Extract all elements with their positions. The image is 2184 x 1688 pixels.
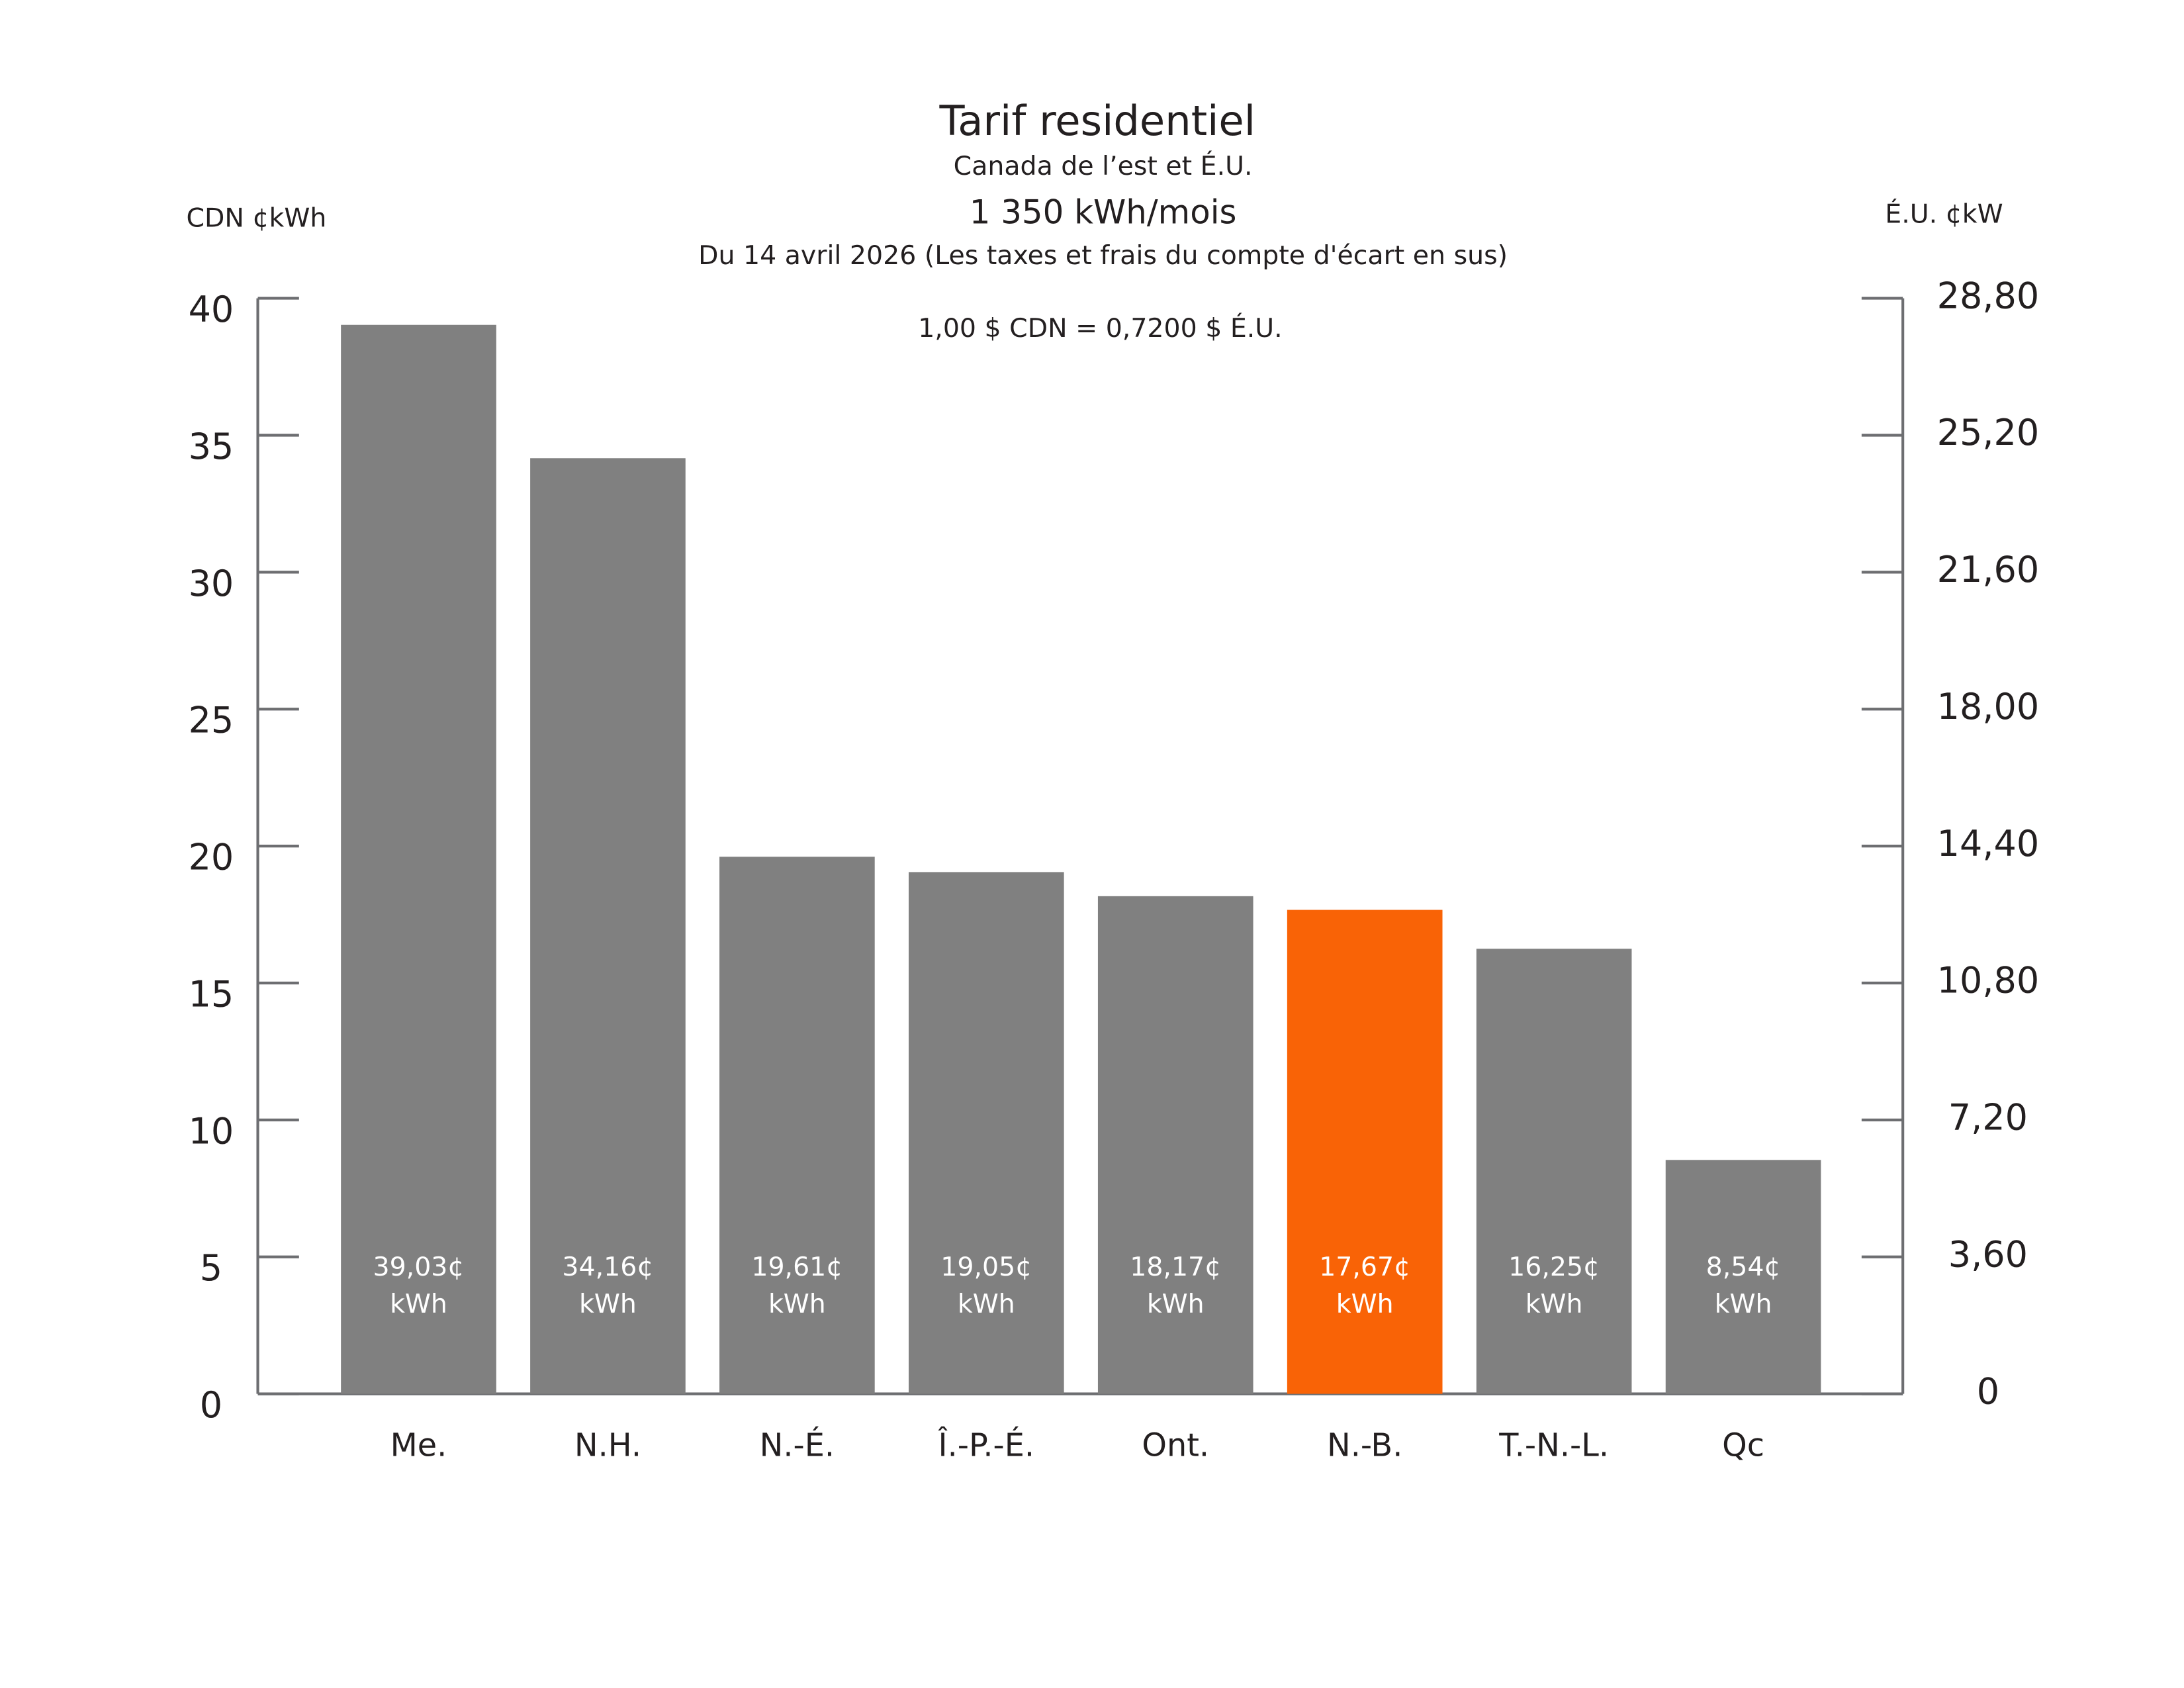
bar	[1476, 949, 1632, 1394]
value-label: 19,05¢	[940, 1252, 1032, 1282]
y-tick-label: 10	[189, 1110, 234, 1152]
y-axis-label: CDN ¢kWh	[187, 203, 327, 234]
y2-tick-label: 21,60	[1937, 549, 2040, 590]
x-tick-label: Me.	[390, 1428, 447, 1464]
y2-tick-label: 18,00	[1937, 686, 2040, 727]
value-label: 18,17¢	[1130, 1252, 1221, 1282]
y-tick-label: 25	[189, 700, 234, 741]
x-tick-label: N.H.	[574, 1428, 641, 1464]
chart-title: Tarif residentiel	[939, 97, 1256, 145]
y2-tick-label: 0	[1977, 1370, 1999, 1412]
y-tick-label: 15	[189, 973, 234, 1015]
bar	[1097, 896, 1253, 1394]
x-tick-label: Ont.	[1142, 1428, 1209, 1464]
value-label: 16,25¢	[1508, 1252, 1600, 1282]
y2-tick-label: 25,20	[1937, 412, 2040, 453]
value-label: 39,03¢	[373, 1252, 464, 1282]
annotation: 1,00 $ CDN = 0,7200 $ É.U.	[918, 312, 1283, 344]
y2-tick-label: 3,60	[1948, 1233, 2028, 1275]
bar	[719, 857, 875, 1394]
y-tick-label: 5	[200, 1247, 222, 1289]
bar	[1665, 1160, 1821, 1394]
value-label: 34,16¢	[562, 1252, 653, 1282]
y2-tick-label: 10,80	[1937, 960, 2040, 1002]
y2-axis-label: É.U. ¢kW	[1885, 199, 2003, 230]
value-label-unit: kWh	[579, 1289, 637, 1319]
chart-subtitle: 1 350 kWh/mois	[970, 193, 1237, 231]
x-tick-label: Qc	[1722, 1428, 1764, 1464]
value-label-unit: kWh	[1525, 1289, 1583, 1319]
y2-tick-label: 28,80	[1937, 275, 2040, 316]
y2-tick-label: 14,40	[1937, 823, 2040, 865]
value-label-unit: kWh	[958, 1289, 1015, 1319]
chart-subtitle: Canada de l’est et É.U.	[954, 150, 1253, 181]
x-tick-label: N.-B.	[1327, 1428, 1402, 1464]
value-label-unit: kWh	[1147, 1289, 1205, 1319]
x-tick-label: Î.-P.-É.	[938, 1427, 1035, 1464]
value-label-unit: kWh	[1715, 1289, 1772, 1319]
chart-subtitle: Du 14 avril 2026 (Les taxes et frais du …	[698, 240, 1508, 271]
y2-tick-label: 7,20	[1948, 1097, 2028, 1139]
x-tick-label: N.-É.	[760, 1427, 835, 1464]
bar	[341, 324, 496, 1394]
value-label: 19,61¢	[751, 1252, 842, 1282]
value-label: 8,54¢	[1706, 1252, 1781, 1282]
x-tick-label: T.-N.-L.	[1498, 1428, 1609, 1464]
value-label-unit: kWh	[768, 1289, 826, 1319]
bar	[530, 458, 686, 1394]
value-label: 17,67¢	[1319, 1252, 1410, 1282]
y-tick-label: 0	[200, 1384, 222, 1426]
value-label-unit: kWh	[1336, 1289, 1394, 1319]
bar	[1287, 910, 1443, 1394]
y-tick-label: 30	[189, 563, 234, 604]
y-tick-label: 20	[189, 837, 234, 878]
bar	[908, 872, 1064, 1394]
value-label-unit: kWh	[390, 1289, 447, 1319]
y-tick-label: 35	[189, 426, 234, 467]
y-tick-label: 40	[189, 289, 234, 330]
